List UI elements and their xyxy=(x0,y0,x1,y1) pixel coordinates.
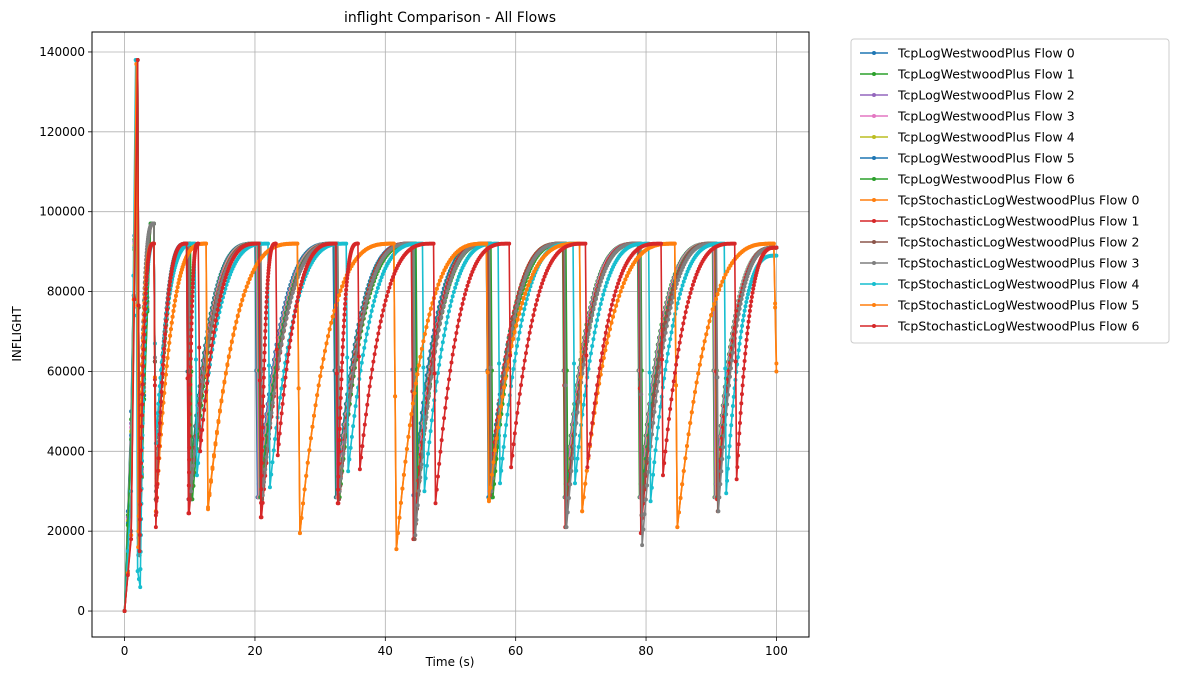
legend-swatch-marker xyxy=(872,51,876,55)
y-tick-label: 20000 xyxy=(47,524,85,538)
y-tick-label: 120000 xyxy=(39,125,85,139)
legend-item: TcpLogWestwoodPlus Flow 0 xyxy=(860,46,1075,61)
legend-item: TcpLogWestwoodPlus Flow 4 xyxy=(860,130,1075,145)
legend-swatch-marker xyxy=(872,114,876,118)
legend-item: TcpStochasticLogWestwoodPlus Flow 4 xyxy=(860,277,1139,292)
x-tick-label: 40 xyxy=(378,644,393,658)
y-tick-label: 60000 xyxy=(47,364,85,378)
legend-label: TcpStochasticLogWestwoodPlus Flow 6 xyxy=(897,319,1139,334)
legend-label: TcpStochasticLogWestwoodPlus Flow 3 xyxy=(897,256,1139,271)
x-tick-label: 0 xyxy=(121,644,129,658)
legend-label: TcpStochasticLogWestwoodPlus Flow 1 xyxy=(897,214,1139,229)
legend-label: TcpLogWestwoodPlus Flow 4 xyxy=(897,130,1075,145)
legend-item: TcpLogWestwoodPlus Flow 5 xyxy=(860,151,1075,166)
y-tick-label: 100000 xyxy=(39,205,85,219)
legend-frame xyxy=(850,38,1170,344)
legend-item: TcpLogWestwoodPlus Flow 3 xyxy=(860,109,1075,124)
x-tick-label: 20 xyxy=(247,644,262,658)
y-tick-label: 140000 xyxy=(39,45,85,59)
x-axis-label: Time (s) xyxy=(425,655,475,669)
chart-title: inflight Comparison - All Flows xyxy=(344,10,556,26)
legend-swatch-marker xyxy=(872,156,876,160)
axis-ticks: 0 20 40 60 80 100 0 20000 40000 60000 80000 100000 1… xyxy=(39,45,788,658)
series-group xyxy=(122,57,779,614)
legend-item: TcpLogWestwoodPlus Flow 1 xyxy=(860,67,1075,82)
legend-swatch-marker xyxy=(872,177,876,181)
legend-label: TcpLogWestwoodPlus Flow 2 xyxy=(897,88,1075,103)
x-tick-label: 60 xyxy=(508,644,523,658)
legend-swatch-marker xyxy=(872,303,876,307)
legend-label: TcpLogWestwoodPlus Flow 5 xyxy=(897,151,1075,166)
legend-label: TcpLogWestwoodPlus Flow 6 xyxy=(897,172,1075,187)
legend-label: TcpStochasticLogWestwoodPlus Flow 5 xyxy=(897,298,1139,313)
legend-item: TcpLogWestwoodPlus Flow 2 xyxy=(860,88,1075,103)
series-13 xyxy=(122,57,779,614)
y-tick-label: 0 xyxy=(77,604,85,618)
legend: TcpLogWestwoodPlus Flow 0 TcpLogWestwoodP… xyxy=(850,38,1170,344)
legend-swatch-marker xyxy=(872,72,876,76)
legend-label: TcpStochasticLogWestwoodPlus Flow 2 xyxy=(897,235,1139,250)
legend-item: TcpStochasticLogWestwoodPlus Flow 2 xyxy=(860,235,1139,250)
plot-frame xyxy=(91,31,810,638)
legend-item: TcpStochasticLogWestwoodPlus Flow 0 xyxy=(860,193,1139,208)
legend-swatch-marker xyxy=(872,324,876,328)
plot-area xyxy=(122,57,779,614)
y-tick-label: 40000 xyxy=(47,444,85,458)
legend-swatch-marker xyxy=(872,240,876,244)
legend-item: TcpLogWestwoodPlus Flow 6 xyxy=(860,172,1075,187)
y-axis-label: INFLIGHT xyxy=(10,306,24,362)
legend-item: TcpStochasticLogWestwoodPlus Flow 1 xyxy=(860,214,1139,229)
legend-swatch-marker xyxy=(872,219,876,223)
legend-label: TcpLogWestwoodPlus Flow 3 xyxy=(897,109,1075,124)
legend-swatch-marker xyxy=(872,198,876,202)
x-tick-label: 80 xyxy=(638,644,653,658)
legend-label: TcpStochasticLogWestwoodPlus Flow 0 xyxy=(897,193,1139,208)
legend-label: TcpLogWestwoodPlus Flow 0 xyxy=(897,46,1075,61)
y-tick-label: 80000 xyxy=(47,285,85,299)
legend-swatch-marker xyxy=(872,93,876,97)
legend-item: TcpStochasticLogWestwoodPlus Flow 3 xyxy=(860,256,1139,271)
x-tick-label: 100 xyxy=(765,644,788,658)
legend-label: TcpStochasticLogWestwoodPlus Flow 4 xyxy=(897,277,1139,292)
legend-swatch-marker xyxy=(872,261,876,265)
legend-swatch-marker xyxy=(872,282,876,286)
legend-item: TcpStochasticLogWestwoodPlus Flow 5 xyxy=(860,298,1139,313)
legend-swatch-marker xyxy=(872,135,876,139)
series-12 xyxy=(122,61,779,614)
legend-item: TcpStochasticLogWestwoodPlus Flow 6 xyxy=(860,319,1139,334)
legend-label: TcpLogWestwoodPlus Flow 1 xyxy=(897,67,1075,82)
